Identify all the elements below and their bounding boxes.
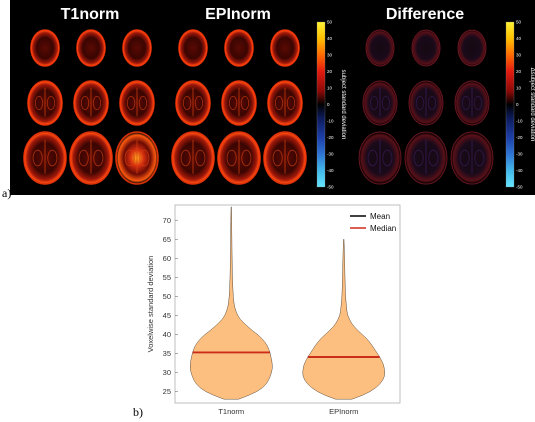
colorbar-tick-label: 40	[516, 36, 522, 41]
colorbar-tick-label: 20	[327, 69, 333, 74]
brain-slice	[450, 131, 494, 185]
y-tick-label: 55	[163, 273, 171, 282]
panel-b-label: b)	[133, 405, 143, 419]
colorbar-tick-label: 10	[516, 86, 522, 91]
x-tick-label: T1norm	[218, 407, 244, 416]
colorbar-tick-label: 30	[516, 53, 522, 58]
colorbar-tick-label: -50	[516, 185, 523, 190]
colorbar-tick-label: -10	[516, 119, 523, 124]
y-tick-label: 50	[163, 292, 171, 301]
colorbar-tick-label: -40	[516, 168, 523, 173]
colorbar-tick-label: -30	[516, 152, 523, 157]
colorbar-label: subject standard deviation	[340, 70, 346, 140]
colorbar-tick-label: 0	[516, 102, 519, 107]
colorbar-tick-label: 0	[327, 102, 330, 107]
panel-a: T1norm EPInorm Difference 50 40 30 20 10 0 -10 -20…	[23, 6, 535, 190]
brain-slice	[270, 29, 300, 67]
brain-slice	[122, 29, 152, 67]
violin-body	[190, 206, 273, 400]
brain-slice	[217, 131, 261, 185]
brain-slice	[30, 29, 60, 67]
brain-slice	[358, 131, 402, 185]
brain-slice	[115, 131, 159, 185]
legend-label: Mean	[370, 212, 390, 221]
y-tick-label: 45	[163, 311, 171, 320]
violin-body	[302, 239, 386, 400]
brain-slice	[119, 80, 155, 126]
brain-slice	[27, 80, 63, 126]
y-tick-label: 65	[163, 235, 171, 244]
y-axis-label: Voxelwise standard deviation	[146, 256, 155, 353]
brain-slice	[362, 80, 398, 126]
colorbar-tick-label: -10	[327, 119, 334, 124]
violin-epinorm	[302, 239, 386, 400]
brain-slice	[221, 80, 257, 126]
brain-slice	[69, 131, 113, 185]
brain-slice	[224, 29, 254, 67]
colorbar-tick-label: 10	[327, 86, 333, 91]
legend-label: Median	[370, 224, 396, 233]
y-tick-label: 70	[163, 216, 171, 225]
brain-slice	[408, 80, 444, 126]
brain-slice	[263, 131, 307, 185]
brain-slice	[454, 80, 490, 126]
legend: Mean Median	[350, 212, 396, 233]
colorbar-tick-label: 50	[516, 20, 522, 25]
colorbar-tick-label: -20	[327, 135, 334, 140]
brain-slice	[267, 80, 303, 126]
brain-slice	[73, 80, 109, 126]
colorbar: 50 40 30 20 10 0 -10 -20 -30 -40 -50 subject standa…	[316, 20, 346, 190]
y-tick-label: 35	[163, 349, 171, 358]
brain-slice	[411, 29, 441, 67]
brain-slice	[23, 131, 67, 185]
panel-title-t1norm: T1norm	[61, 6, 120, 23]
panel-title-difference: Difference	[386, 6, 464, 23]
colorbar-tick-label: -40	[327, 168, 334, 173]
brain-slice	[171, 131, 215, 185]
y-tick-label: 60	[163, 254, 171, 263]
brain-slice	[457, 29, 487, 67]
colorbar-tick-label: -50	[327, 185, 334, 190]
y-tick-label: 25	[163, 387, 171, 396]
colorbar-tick-label: 20	[516, 69, 522, 74]
brain-slice	[404, 131, 448, 185]
colorbar-tick-label: -20	[516, 135, 523, 140]
colorbar-label: Δsubject standard deviation	[529, 68, 535, 142]
brain-slice	[178, 29, 208, 67]
colorbar-tick-label: -30	[327, 152, 334, 157]
brain-slice	[365, 29, 395, 67]
y-tick-label: 40	[163, 330, 171, 339]
panel-title-epinorm: EPInorm	[205, 6, 271, 23]
violin-t1norm	[190, 206, 273, 400]
brain-slice	[175, 80, 211, 126]
panel-b: 25 30 35 40 45 50 55 60 65 70 Voxelwise standard d…	[146, 204, 401, 416]
colorbar-tick-label: 30	[327, 53, 333, 58]
panel-a-label: a)	[2, 186, 11, 200]
colorbar-tick-label: 50	[327, 20, 333, 25]
y-tick-label: 30	[163, 368, 171, 377]
colorbar: 50 40 30 20 10 0 -10 -20 -30 -40 -50 Δsubject stand…	[505, 20, 535, 190]
brain-slice	[76, 29, 106, 67]
x-tick-label: EPInorm	[329, 407, 358, 416]
colorbar-tick-label: 40	[327, 36, 333, 41]
